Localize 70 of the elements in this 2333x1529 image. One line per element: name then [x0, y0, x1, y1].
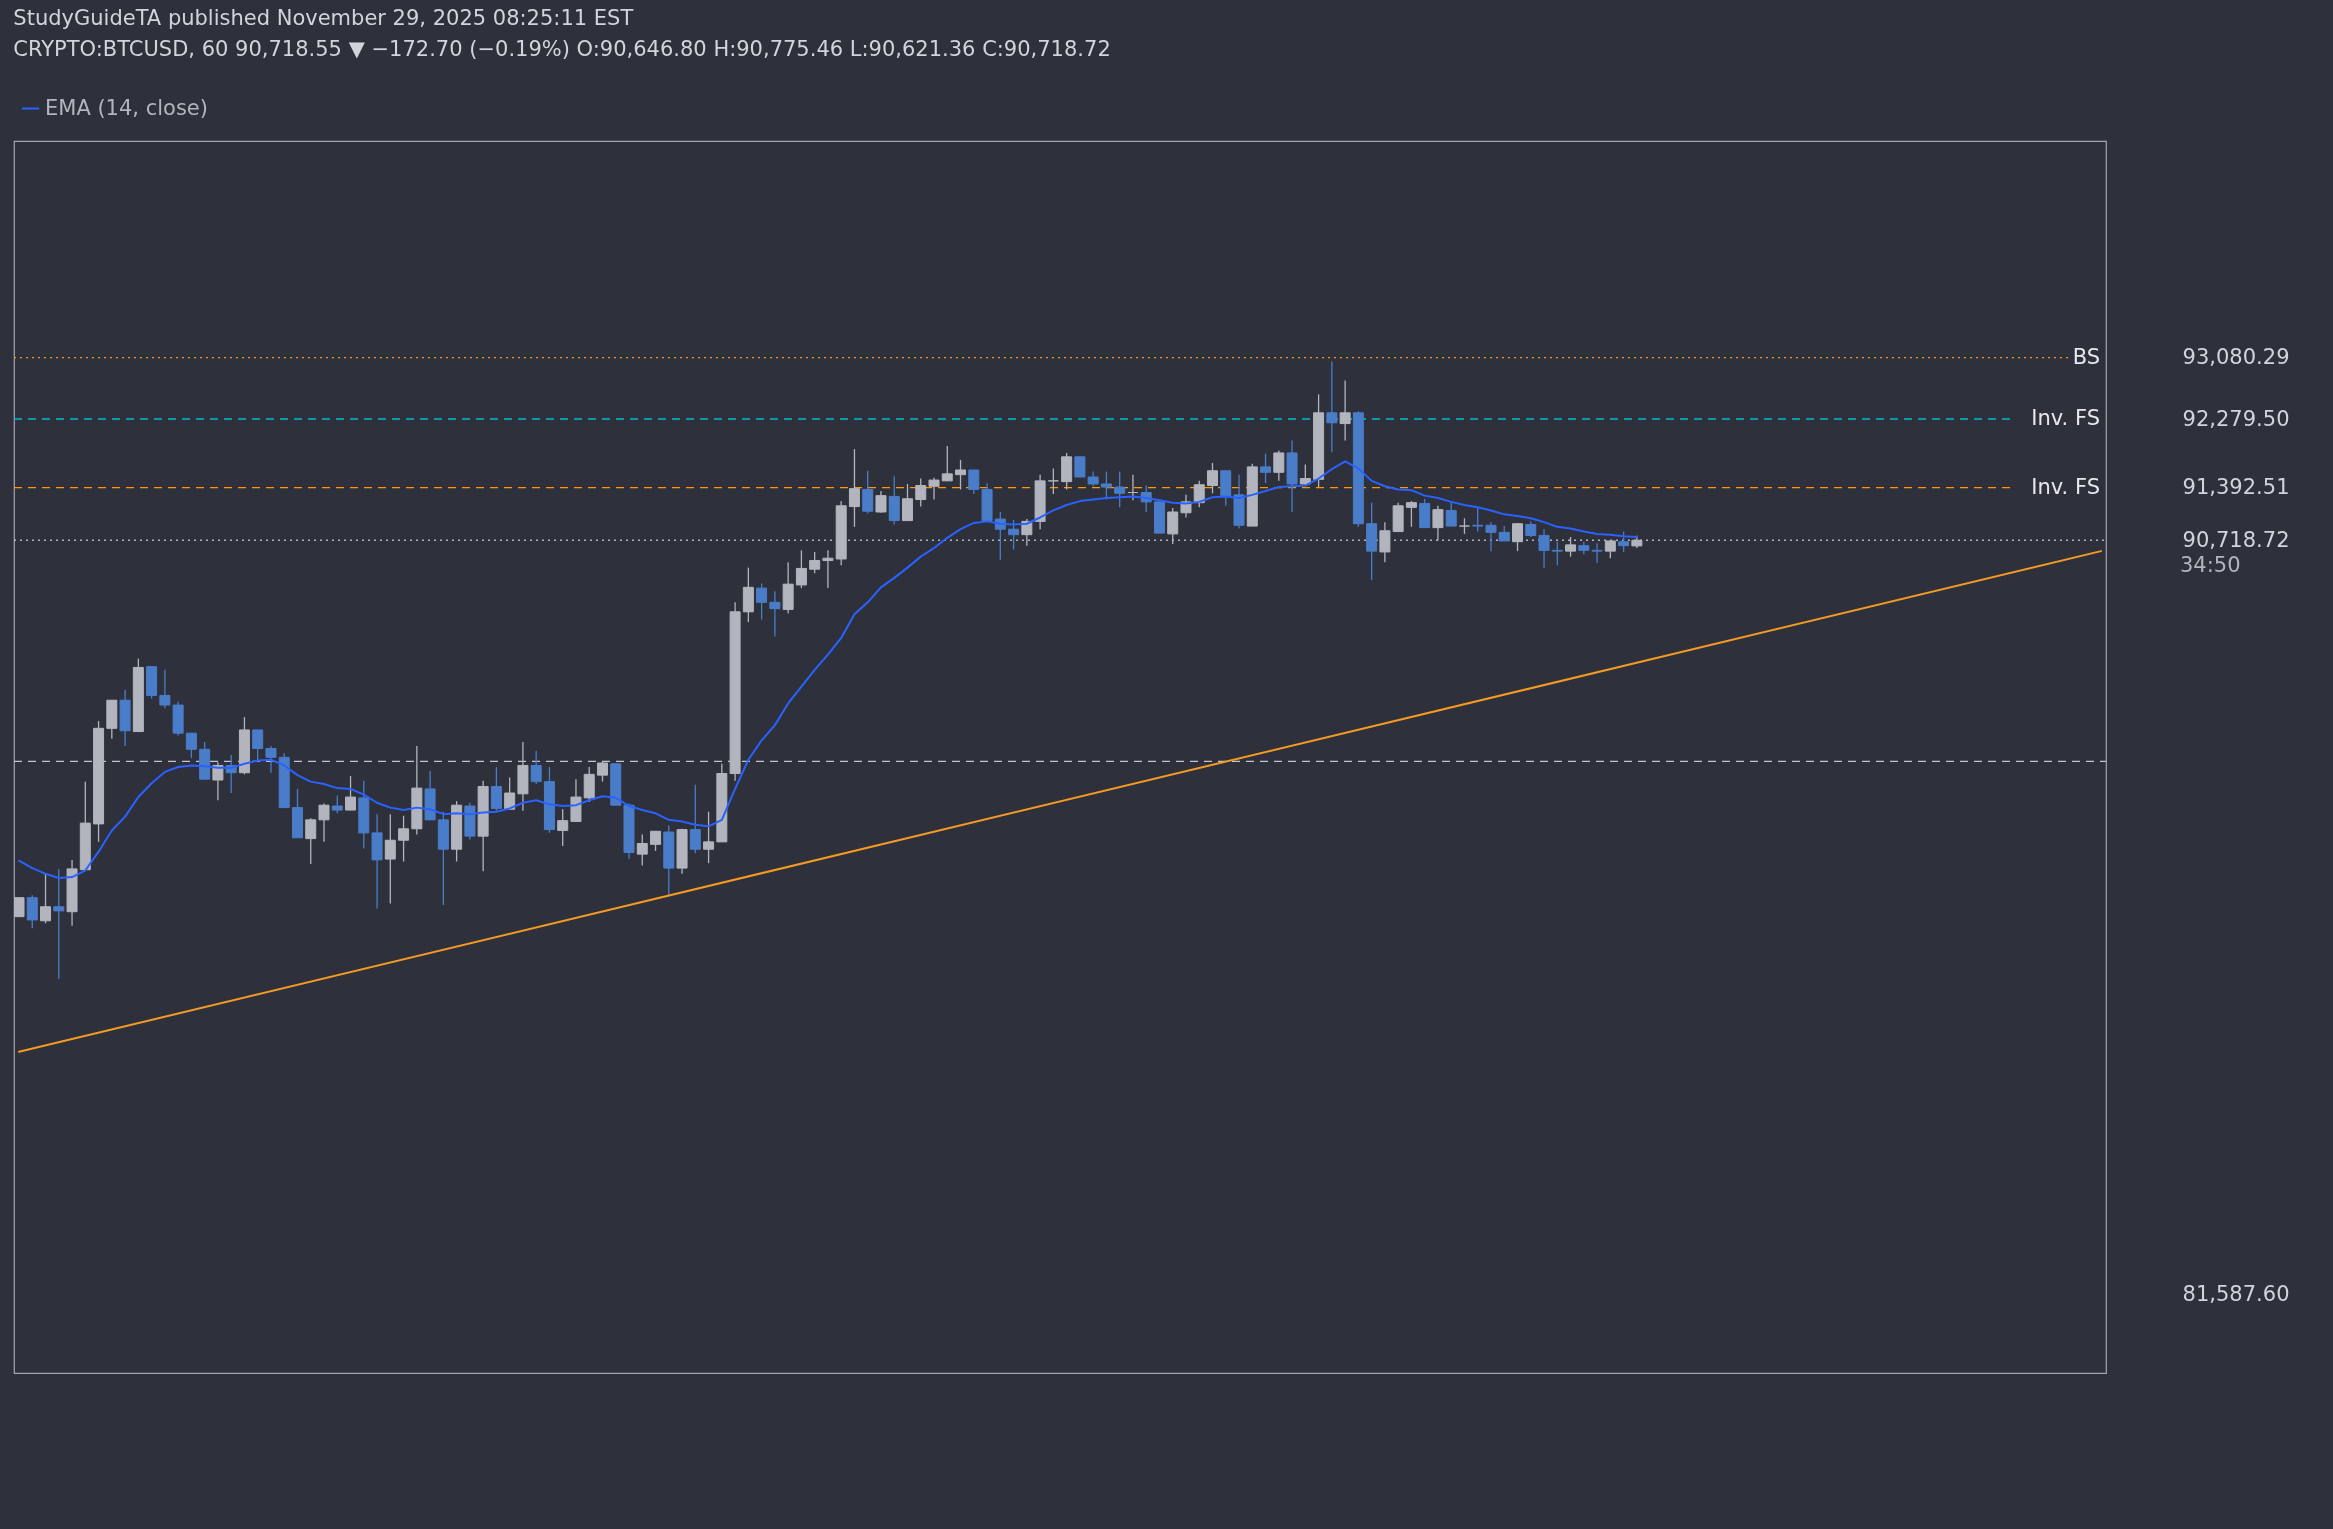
y-tick-label: 81,587.60	[2182, 1281, 2290, 1306]
candlestick	[955, 459, 967, 491]
candlestick	[1472, 506, 1484, 533]
candlestick	[1127, 474, 1139, 501]
candlestick	[596, 760, 608, 783]
candlestick	[345, 775, 357, 811]
candlestick	[636, 833, 648, 867]
candlestick	[1074, 456, 1086, 478]
candlestick	[1618, 530, 1630, 553]
candlestick	[1008, 519, 1020, 551]
chart-subtitle: CRYPTO:BTCUSD, 60 90,718.55 ▼ −172.70 (−0.19%) O:90,646.80 H:90,775.46 L:90,621.36 C:90,718.72	[13, 37, 1111, 61]
chart-title: StudyGuideTA published November 29, 2025 08:25:11 EST	[13, 6, 634, 30]
candlestick	[265, 745, 277, 774]
ref-line-label: Inv. FS	[2031, 474, 2100, 499]
candlestick	[703, 811, 715, 864]
y-tick-label: 93,080.29	[2182, 345, 2290, 370]
candlestick	[1193, 480, 1205, 508]
candlestick	[809, 551, 821, 574]
text: 34:50	[2180, 553, 2241, 578]
candlestick	[1445, 502, 1457, 527]
candlestick	[53, 868, 65, 980]
candlestick	[1512, 522, 1524, 552]
candlestick	[902, 483, 913, 522]
candlestick	[305, 817, 317, 865]
candlestick	[504, 776, 516, 810]
candlestick	[875, 490, 887, 514]
candlestick	[862, 470, 874, 515]
candlestick	[1551, 541, 1563, 566]
candlestick	[1591, 542, 1603, 564]
candlestick	[756, 582, 768, 621]
ref-line-label: Inv. FS	[2031, 406, 2100, 430]
ref-line-label: BS	[2072, 344, 2100, 369]
candlestick	[1326, 360, 1338, 453]
candlestick	[915, 477, 927, 508]
candlestick	[1260, 453, 1272, 484]
candlestick	[398, 815, 410, 863]
candlestick	[1114, 470, 1126, 508]
candlestick	[318, 802, 330, 843]
candlestick	[822, 549, 834, 589]
candlestick	[941, 445, 953, 482]
candlestick	[1538, 528, 1550, 569]
candlestick	[1405, 500, 1417, 528]
candlestick	[252, 729, 264, 763]
candlestick	[1100, 470, 1112, 501]
candlestick	[795, 549, 807, 589]
candlestick	[1273, 449, 1285, 482]
candlestick	[1485, 521, 1497, 552]
candlestick	[1047, 467, 1059, 495]
candlestick	[530, 750, 542, 785]
candlestick	[14, 897, 25, 918]
y-tick-label: 92,279.50	[2182, 406, 2290, 431]
candlestick	[928, 477, 940, 501]
candlestick	[650, 830, 662, 852]
candlestick	[1339, 379, 1351, 442]
y-tick-label: 90,718.72	[2182, 527, 2290, 552]
candlestick	[185, 732, 197, 759]
candlestick	[583, 766, 595, 803]
candlestick	[384, 813, 396, 905]
candlestick	[848, 448, 860, 528]
candlestick	[1207, 462, 1218, 494]
y-tick-label: 91,392.51	[2182, 475, 2290, 500]
candlestick	[689, 784, 701, 854]
candlestick	[557, 808, 569, 847]
candlestick	[40, 873, 52, 924]
legend-label: EMA (14, close)	[45, 95, 208, 120]
candlestick	[769, 590, 781, 638]
candlestick	[490, 766, 502, 812]
candlestick	[968, 469, 980, 495]
candlestick	[26, 894, 38, 929]
candlestick	[212, 761, 224, 801]
